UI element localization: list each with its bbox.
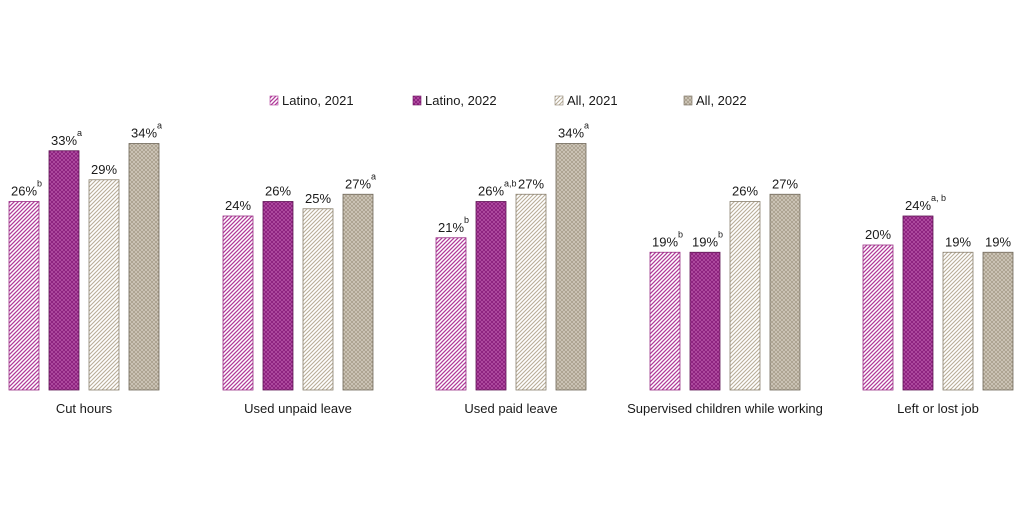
legend-item-latino-2022: Latino, 2022 — [412, 93, 497, 108]
sup-label-latino-2021-1: b — [37, 179, 42, 189]
legend-item-all-2022: All, 2022 — [683, 93, 747, 108]
value-label-latino-2022-2: 26% — [265, 184, 291, 199]
bar-all-2022-2 — [342, 193, 374, 391]
legend: Latino, 2021 Latino, 2022 All, 2021 All,… — [269, 93, 747, 108]
sup-label-latino-2022-3: a,b — [504, 179, 517, 189]
category-labels-layer: Cut hours Used unpaid leave Used paid leav… — [56, 401, 979, 416]
bars-layer — [8, 143, 1014, 391]
sup-label-all-2022-1: a — [157, 121, 162, 131]
value-label-all-2021-3: 27% — [518, 176, 544, 191]
legend-swatch-all-2021 — [554, 95, 564, 106]
value-labels-layer: 26% b33% a29%34% a24%26% 25%27% a21% b26% a,b 27… — [11, 121, 1011, 250]
bar-latino-2022-3 — [475, 201, 507, 391]
category-label-5: Left or lost job — [897, 401, 979, 416]
bar-latino-2021-3 — [435, 237, 467, 391]
legend-swatch-latino-2022 — [412, 95, 422, 106]
bar-latino-2021-2 — [222, 215, 254, 391]
bar-all-2022-1 — [128, 143, 160, 391]
value-label-all-2022-5: 19% — [985, 234, 1011, 249]
value-label-latino-2021-2: 24% — [225, 198, 251, 213]
sup-label-all-2022-3: a — [584, 121, 589, 131]
value-label-latino-2021-4: 19% — [652, 234, 678, 249]
value-label-latino-2022-3: 26% — [478, 184, 504, 199]
legend-label-latino-2021: Latino, 2021 — [282, 93, 354, 108]
legend-label-all-2022: All, 2022 — [696, 93, 747, 108]
bar-latino-2022-5 — [902, 215, 934, 391]
value-label-latino-2022-5: 24% — [905, 198, 931, 213]
category-label-4: Supervised children while working — [627, 401, 823, 416]
legend-item-all-2021: All, 2021 — [554, 93, 618, 108]
bar-latino-2022-1 — [48, 150, 80, 391]
sup-label-latino-2022-4: b — [718, 229, 723, 239]
sup-label-all-2022-2: a — [371, 171, 376, 181]
value-label-latino-2021-3: 21% — [438, 220, 464, 235]
value-label-all-2022-1: 34% — [131, 126, 157, 141]
value-label-all-2022-2: 27% — [345, 176, 371, 191]
bar-all-2021-4 — [729, 201, 761, 391]
bar-all-2021-5 — [942, 251, 974, 391]
bar-all-2021-2 — [302, 208, 334, 391]
legend-swatch-all-2022 — [683, 95, 693, 106]
bar-latino-2022-4 — [689, 251, 721, 391]
value-label-all-2022-3: 34% — [558, 126, 584, 141]
bar-all-2022-4 — [769, 193, 801, 391]
bar-all-2021-3 — [515, 193, 547, 391]
value-label-all-2021-5: 19% — [945, 234, 971, 249]
legend-item-latino-2021: Latino, 2021 — [269, 93, 354, 108]
legend-label-latino-2022: Latino, 2022 — [425, 93, 497, 108]
sup-label-latino-2021-4: b — [678, 229, 683, 239]
value-label-latino-2022-1: 33% — [51, 133, 77, 148]
bar-latino-2022-2 — [262, 201, 294, 391]
sup-label-latino-2022-1: a — [77, 128, 82, 138]
value-label-all-2021-2: 25% — [305, 191, 331, 206]
sup-label-latino-2021-3: b — [464, 215, 469, 225]
legend-swatch-latino-2021 — [269, 95, 279, 106]
value-label-all-2021-1: 29% — [91, 162, 117, 177]
category-label-2: Used unpaid leave — [244, 401, 352, 416]
bar-all-2022-5 — [982, 251, 1014, 391]
value-label-all-2022-4: 27% — [772, 176, 798, 191]
bar-latino-2021-4 — [649, 251, 681, 391]
value-label-latino-2021-5: 20% — [865, 227, 891, 242]
value-label-latino-2021-1: 26% — [11, 184, 37, 199]
bar-latino-2021-1 — [8, 201, 40, 391]
bar-all-2022-3 — [555, 143, 587, 391]
legend-label-all-2021: All, 2021 — [567, 93, 618, 108]
value-label-all-2021-4: 26% — [732, 184, 758, 199]
bar-latino-2021-5 — [862, 244, 894, 391]
value-label-latino-2022-4: 19% — [692, 234, 718, 249]
category-label-3: Used paid leave — [464, 401, 557, 416]
bar-all-2021-1 — [88, 179, 120, 391]
category-label-1: Cut hours — [56, 401, 113, 416]
sup-label-latino-2022-5: a, b — [931, 193, 946, 203]
